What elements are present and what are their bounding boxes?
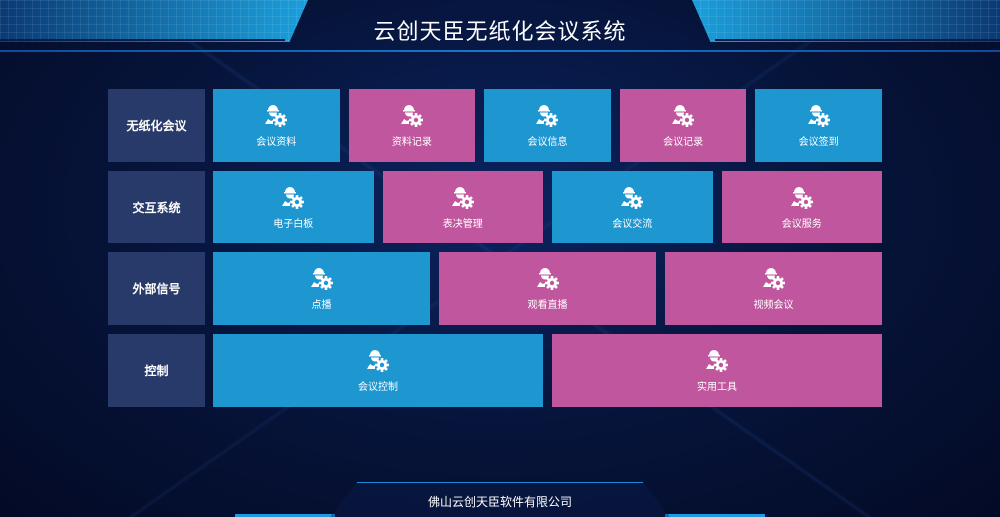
header-right-decoration <box>692 0 1000 42</box>
tile-label: 会议资料 <box>256 137 297 148</box>
tile-button[interactable]: 会议记录 <box>619 89 747 162</box>
page-title: 云创天臣无纸化会议系统 <box>373 20 627 45</box>
worker-gear-icon <box>706 350 728 372</box>
worker-gear-icon <box>790 186 813 209</box>
tile-button[interactable]: 实用工具 <box>552 334 882 407</box>
tile-label: 资料记录 <box>391 137 432 148</box>
row-label: 外部信号 <box>108 252 205 325</box>
worker-gear-icon <box>282 186 305 209</box>
tile-button[interactable]: 观看直播 <box>439 252 656 325</box>
footer-left-line <box>235 514 335 517</box>
worker-gear-icon <box>265 105 288 127</box>
module-row: 交互系统电子白板 表决管理 会议交流 会议服务 <box>108 171 882 243</box>
tile-button[interactable]: 会议交流 <box>552 171 713 243</box>
tile-button[interactable]: 会议签到 <box>755 89 882 162</box>
module-grid: 无纸化会议会议资料 资料记录 会议信息 会议记录 会议签到交互系统电子白板 表决管理 会议交… <box>108 89 882 416</box>
row-label: 无纸化会议 <box>108 89 205 162</box>
module-row: 控制会议控制 实用工具 <box>108 334 882 407</box>
worker-gear-icon <box>807 105 830 127</box>
worker-gear-icon <box>536 268 559 290</box>
tile-button[interactable]: 会议服务 <box>721 171 882 243</box>
tile-button[interactable]: 视频会议 <box>665 252 882 325</box>
tile-button[interactable]: 会议信息 <box>484 89 611 162</box>
tile-label: 会议信息 <box>527 137 568 148</box>
tile-label: 实用工具 <box>697 382 737 393</box>
tile-button[interactable]: 资料记录 <box>348 89 476 162</box>
tile-label: 会议交流 <box>612 218 653 230</box>
tile-label: 会议签到 <box>798 137 839 148</box>
module-row: 无纸化会议会议资料 资料记录 会议信息 会议记录 会议签到 <box>108 89 882 162</box>
tile-label: 视频会议 <box>753 300 794 311</box>
tile-button[interactable]: 会议控制 <box>213 334 543 407</box>
tile-label: 观看直播 <box>527 300 568 311</box>
header: 云创天臣无纸化会议系统 <box>0 0 1000 52</box>
header-baseline <box>0 50 1000 52</box>
company-name: 佛山云创天臣软件有限公司 <box>427 495 572 509</box>
header-left-decoration <box>0 0 308 42</box>
tile-label: 会议记录 <box>663 137 704 148</box>
worker-gear-icon <box>621 186 644 209</box>
tile-button[interactable]: 表决管理 <box>382 171 543 243</box>
worker-gear-icon <box>451 186 474 209</box>
worker-gear-icon <box>310 268 333 290</box>
worker-gear-icon <box>762 268 785 290</box>
tile-label: 点播 <box>311 300 332 311</box>
tile-label: 表决管理 <box>442 218 483 230</box>
module-row: 外部信号点播 观看直播 视频会议 <box>108 252 882 325</box>
row-label: 交互系统 <box>108 171 205 243</box>
tile-label: 电子白板 <box>273 218 314 230</box>
footer: 佛山云创天臣软件有限公司 <box>0 482 1000 517</box>
tile-button[interactable]: 会议资料 <box>213 89 340 162</box>
row-label: 控制 <box>108 334 205 407</box>
header-right-line <box>715 39 1000 41</box>
worker-gear-icon <box>367 350 389 372</box>
worker-gear-icon <box>672 105 695 127</box>
tile-button[interactable]: 点播 <box>213 252 430 325</box>
tile-label: 会议服务 <box>781 218 822 230</box>
footer-right-line <box>665 514 765 517</box>
tile-label: 会议控制 <box>358 382 398 393</box>
worker-gear-icon <box>536 105 559 127</box>
tile-button[interactable]: 电子白板 <box>213 171 374 243</box>
worker-gear-icon <box>400 105 423 127</box>
footer-panel <box>330 482 670 517</box>
header-left-line <box>0 39 285 41</box>
